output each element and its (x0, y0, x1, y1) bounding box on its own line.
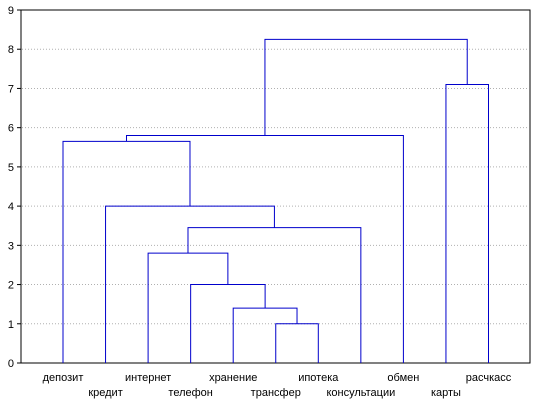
leaf-label: трансфер (251, 387, 301, 399)
y-tick-label: 3 (8, 240, 14, 252)
leaf-label: кредит (88, 387, 122, 399)
y-axis: 0 1 2 3 4 5 6 7 8 9 (8, 5, 21, 370)
y-tick-label: 6 (8, 123, 14, 135)
leaf-label: депозит (43, 372, 84, 384)
leaf-label: хранение (209, 372, 257, 384)
dendrogram-link (264, 38, 468, 136)
leaf-label: расчкасс (466, 372, 512, 384)
y-tick-label: 2 (8, 280, 14, 292)
dendrogram-links (62, 38, 489, 363)
leaf-label: интернет (125, 372, 171, 384)
leaf-label: телефон (168, 387, 212, 399)
y-tick-label: 5 (8, 162, 14, 174)
y-tick-label: 8 (8, 44, 14, 56)
leaf-label: обмен (387, 372, 419, 384)
leaf-label: карты (431, 387, 461, 399)
leaf-label: ипотека (298, 372, 339, 384)
leaf-label: консультации (326, 387, 395, 399)
y-tick-label: 7 (8, 83, 14, 95)
plot-area (20, 9, 531, 364)
y-tick-label: 4 (8, 201, 14, 213)
y-tick-label: 9 (8, 5, 14, 17)
y-tick-label: 1 (8, 319, 14, 331)
y-tick-label: 0 (8, 358, 14, 370)
